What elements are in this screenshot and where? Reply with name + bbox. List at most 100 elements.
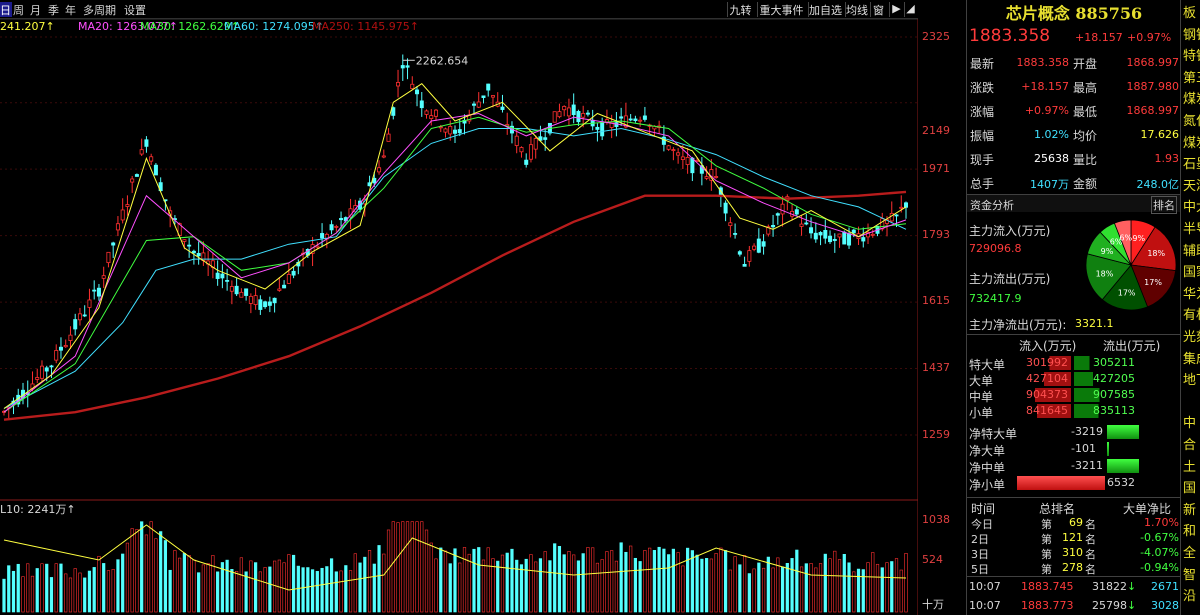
candle-body (115, 223, 120, 231)
period-tab-5[interactable]: 多周期 (83, 4, 116, 17)
quote-value-2: 248.0亿 (1136, 178, 1180, 191)
sector-list-item[interactable]: 辅助 (1183, 243, 1200, 259)
volume-bar (804, 563, 808, 613)
sector-list-item[interactable]: 半导 (1183, 222, 1200, 237)
sector-list-item[interactable]: 华为 (1183, 286, 1200, 302)
sector-list-item[interactable]: 特钢 (1183, 49, 1200, 65)
toolbar-button-4[interactable]: 窗 (870, 2, 886, 17)
sector-list-item[interactable]: 光刻 (1183, 330, 1200, 345)
volume-bar (87, 570, 92, 613)
sector-list-item[interactable]: 国 (1183, 481, 1197, 497)
volume-bar (377, 545, 381, 613)
sector-list-item[interactable]: 合 (1183, 438, 1197, 453)
volume-bar (828, 558, 832, 613)
volume-bar (515, 559, 519, 613)
candle-body (562, 106, 567, 111)
sector-list-item[interactable]: 地下 (1183, 373, 1200, 389)
volume-bar (263, 567, 267, 613)
sector-list-item[interactable]: 中 (1183, 416, 1197, 432)
rank-suffix: 名 (1085, 563, 1096, 576)
rank-time: 5日 (971, 563, 989, 576)
sector-list-item[interactable]: 氮化 (1183, 114, 1200, 129)
volume-bar (667, 554, 671, 613)
period-tab-6[interactable]: 设置 (124, 4, 146, 17)
toolbar-button-5[interactable]: ▶ (889, 2, 903, 17)
period-tab-3[interactable]: 季 (48, 4, 59, 17)
period-tab-0[interactable]: 日 (0, 2, 12, 17)
volume-bar (519, 564, 524, 613)
candle-body (571, 104, 576, 116)
sector-list-item[interactable]: 天津 (1183, 178, 1200, 194)
toolbar-button-6[interactable]: ◢ (904, 2, 916, 17)
volume-bar (225, 559, 229, 613)
sector-list-item[interactable]: 石墨 (1183, 157, 1200, 173)
candle-body (320, 233, 325, 239)
net-value: -3219 (1071, 425, 1103, 438)
candle-body (638, 119, 643, 122)
volume-bar (415, 521, 419, 613)
candle-body (248, 295, 253, 304)
candle-body (291, 270, 296, 276)
tick-price: 1883.745 (1021, 580, 1074, 593)
period-tab-4[interactable]: 年 (65, 4, 76, 17)
volume-bars (2, 521, 908, 613)
sector-list-item[interactable]: 新 (1183, 502, 1197, 518)
candle-body (49, 365, 54, 368)
rank-row: 今日 第 69 名 1.70% (967, 516, 1181, 531)
price-change: +18.157 (1075, 31, 1123, 44)
current-price: 1883.358 (969, 26, 1051, 46)
candle-body (842, 231, 847, 245)
volume-bar (510, 548, 514, 613)
sector-list-item[interactable]: 全 (1183, 546, 1197, 561)
flow-out-value: 835113 (1074, 404, 1138, 418)
sector-list-item[interactable]: 和 (1183, 524, 1197, 540)
volume-bar (121, 553, 125, 613)
toolbar-button-0[interactable]: 九转 (727, 2, 753, 17)
sector-list-item[interactable]: 集成 (1183, 351, 1200, 367)
candle-body (125, 204, 130, 207)
volume-ma-line (3, 524, 907, 591)
sector-list-item[interactable]: 中大 (1183, 200, 1200, 216)
candle-body (680, 156, 685, 160)
volume-bar (173, 550, 177, 613)
kline-chart[interactable]: 2262.654 L10: 2241万↑ (0, 0, 918, 615)
rank-prefix: 第 (1041, 548, 1052, 561)
sector-list-item[interactable]: 国家 (1183, 265, 1200, 281)
quote-label-2: 均价 (1073, 129, 1098, 143)
sector-list-item[interactable]: 煤炭 (1183, 135, 1200, 151)
net-label: 净中单 (969, 461, 1006, 475)
volume-bar (2, 578, 6, 613)
sector-list-item[interactable]: 第三 (1183, 70, 1200, 86)
candle-body (889, 213, 894, 222)
sector-list-item[interactable]: 煤炭 (1183, 92, 1200, 108)
candle-body (58, 346, 63, 351)
toolbar-button-1[interactable]: 重大事件 (757, 2, 805, 17)
rank-button[interactable]: 排名 (1151, 196, 1177, 214)
quote-value-2: 1868.997 (1126, 104, 1180, 117)
volume-bar (92, 567, 96, 613)
pie-label: 18% (1096, 270, 1114, 279)
sector-list-item[interactable]: 有机 (1183, 308, 1200, 324)
pie-label: 9% (1101, 247, 1114, 256)
sector-list-item[interactable]: 智 (1183, 567, 1197, 583)
net-label: 净小单 (969, 478, 1006, 492)
candle-body (229, 286, 234, 292)
volume-bar (182, 553, 187, 613)
toolbar-button-3[interactable]: 均线 (845, 2, 868, 17)
period-tab-1[interactable]: 周 (13, 4, 24, 17)
funds-pie-chart: 9%18%17%17%18%9%6%6% (1085, 219, 1177, 311)
sector-list-item[interactable]: 土 (1183, 459, 1197, 475)
sector-list-item[interactable]: 沿 (1183, 589, 1197, 605)
volume-bar (291, 554, 296, 613)
candle-body (286, 274, 291, 284)
volume-bar (477, 547, 481, 613)
volume-tick-0: 1038 (922, 513, 950, 526)
sector-list-item[interactable]: 钢铁 (1183, 27, 1200, 43)
candle-body (699, 165, 704, 174)
volume-bar (453, 548, 457, 613)
candle-body (44, 367, 49, 372)
quote-value: +0.97% (1024, 104, 1069, 117)
period-tab-2[interactable]: 月 (30, 4, 41, 17)
toolbar-button-2[interactable]: 加自选 (808, 2, 842, 17)
sector-list-item[interactable]: 板 (1183, 6, 1197, 21)
